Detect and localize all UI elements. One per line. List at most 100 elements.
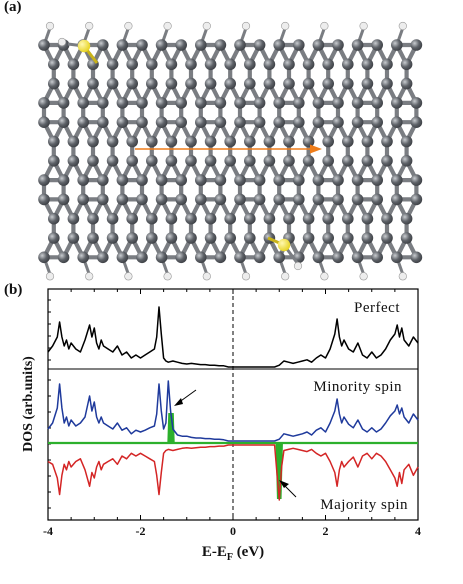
- carbon-atom: [126, 212, 138, 225]
- carbon-atom: [97, 251, 109, 264]
- panel-a-label: (a): [4, 0, 22, 15]
- carbon-atom: [204, 135, 217, 148]
- carbon-atom: [87, 58, 99, 71]
- carbon-atom: [87, 135, 99, 148]
- hydrogen-atom: [398, 272, 407, 281]
- carbon-atom: [391, 116, 403, 128]
- carbon-atom: [391, 174, 403, 186]
- carbon-atom: [312, 39, 325, 51]
- carbon-atom: [38, 97, 50, 109]
- y-axis-label: DOS (arb.units): [21, 356, 36, 452]
- carbon-atom: [371, 116, 384, 128]
- carbon-atom: [67, 58, 80, 71]
- carbon-atom: [97, 97, 109, 109]
- carbon-atom: [38, 174, 50, 186]
- hydrogen-atom: [241, 21, 251, 31]
- carbon-atom: [410, 39, 423, 51]
- carbon-atom: [253, 39, 266, 51]
- carbon-atom: [342, 77, 354, 90]
- dos-chart: -4 -2 0 2 4 Perfect Minority spin Majority spin…: [21, 288, 421, 563]
- carbon-atom: [253, 251, 266, 264]
- carbon-atom: [312, 116, 325, 128]
- carbon-atom: [391, 39, 403, 51]
- carbon-atom: [136, 174, 148, 186]
- carbon-atom: [312, 97, 325, 109]
- carbon-atom: [67, 232, 80, 244]
- carbon-atom: [361, 155, 374, 167]
- carbon-atom: [410, 193, 423, 206]
- sulfur-atom: [77, 39, 91, 53]
- carbon-atom: [224, 58, 236, 71]
- carbon-atom: [342, 232, 354, 244]
- carbon-atom: [351, 251, 364, 264]
- minority-peak-fill: [167, 413, 175, 443]
- carbon-atom: [283, 135, 295, 148]
- carbon-atom: [273, 39, 286, 51]
- hydrogen-atoms: [42, 21, 407, 281]
- carbon-atom: [224, 77, 236, 90]
- carbon-atom: [146, 135, 158, 148]
- hydrogen-atom: [281, 21, 290, 31]
- carbon-atom: [204, 212, 217, 225]
- carbon-atom: [371, 251, 384, 264]
- carbon-atom: [361, 232, 374, 244]
- carbon-atom: [204, 155, 217, 167]
- carbon-atom: [342, 135, 354, 148]
- carbon-atom: [332, 39, 344, 51]
- carbon-atom: [204, 58, 217, 71]
- carbon-atom: [244, 232, 256, 244]
- carbon-atom: [283, 77, 295, 90]
- carbon-atom: [322, 58, 335, 71]
- carbon-atom: [351, 116, 364, 128]
- carbon-atom: [67, 135, 80, 148]
- carbon-atom: [273, 193, 286, 206]
- sulfur-dopants: [57, 37, 303, 271]
- carbon-atom: [77, 174, 89, 186]
- carbon-atom: [48, 135, 60, 148]
- carbon-atom: [106, 155, 119, 167]
- carbon-atom: [195, 39, 207, 51]
- carbon-atom: [204, 232, 217, 244]
- carbon-atom: [253, 193, 266, 206]
- carbon-atom: [342, 212, 354, 225]
- carbon-atom: [38, 251, 50, 264]
- carbon-atom: [116, 251, 129, 264]
- carbon-atoms: [38, 39, 423, 264]
- hydrogen-atom: [320, 21, 329, 31]
- carbon-bonds: [41, 42, 419, 260]
- carbon-atom: [165, 77, 178, 90]
- carbon-atom: [332, 174, 344, 186]
- carbon-atom: [136, 193, 148, 206]
- carbon-atom: [234, 251, 246, 264]
- carbon-atom: [77, 193, 89, 206]
- carbon-atom: [106, 212, 119, 225]
- carbon-atom: [273, 251, 286, 264]
- transport-direction-arrow: [135, 144, 322, 154]
- carbon-atom: [322, 232, 335, 244]
- carbon-atom: [253, 116, 266, 128]
- carbon-atom: [273, 116, 286, 128]
- carbon-atom: [214, 251, 227, 264]
- carbon-atom: [185, 232, 197, 244]
- carbon-atom: [155, 97, 168, 109]
- carbon-atom: [106, 232, 119, 244]
- hydrogen-atom: [293, 261, 303, 271]
- carbon-atom: [155, 39, 168, 51]
- carbon-atom: [57, 116, 70, 128]
- carbon-atom: [136, 116, 148, 128]
- carbon-atom: [175, 174, 187, 186]
- carbon-atom: [214, 39, 227, 51]
- carbon-atom: [244, 212, 256, 225]
- carbon-atom: [126, 77, 138, 90]
- carbon-atom: [87, 77, 99, 90]
- carbon-atom: [371, 97, 384, 109]
- hydrogen-atom: [359, 21, 368, 31]
- carbon-atom: [253, 174, 266, 186]
- hydrogen-atom: [124, 272, 133, 281]
- carbon-atom: [263, 135, 276, 148]
- carbon-atom: [116, 116, 129, 128]
- carbon-atom: [195, 193, 207, 206]
- carbon-atom: [175, 39, 187, 51]
- carbon-atom: [381, 77, 393, 90]
